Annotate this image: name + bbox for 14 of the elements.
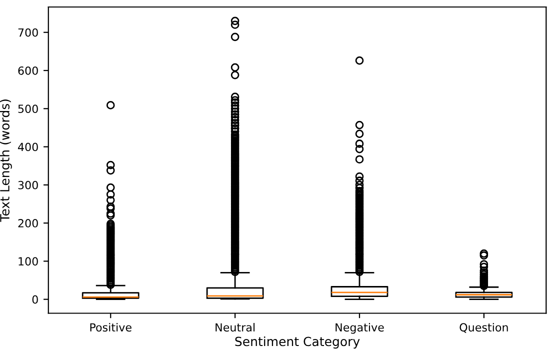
- y-axis-title: Text Length (words): [0, 100, 12, 222]
- y-tick-label: 300: [18, 180, 38, 190]
- x-tick-label: Neutral: [216, 322, 255, 332]
- y-tick-label: 0: [32, 295, 38, 304]
- y-tick-label: 700: [18, 28, 38, 37]
- x-tick-label: Question: [460, 322, 508, 333]
- y-tick-label: 500: [18, 104, 38, 114]
- x-tick-label: Positive: [90, 322, 132, 332]
- x-tick-label: Negative: [336, 322, 384, 334]
- y-tick-label: 100: [18, 257, 38, 266]
- x-axis-title: Sentiment Category: [235, 336, 360, 349]
- y-tick-label: 400: [18, 142, 38, 152]
- y-tick-label: 600: [18, 66, 38, 75]
- y-tick-label: 200: [18, 219, 38, 228]
